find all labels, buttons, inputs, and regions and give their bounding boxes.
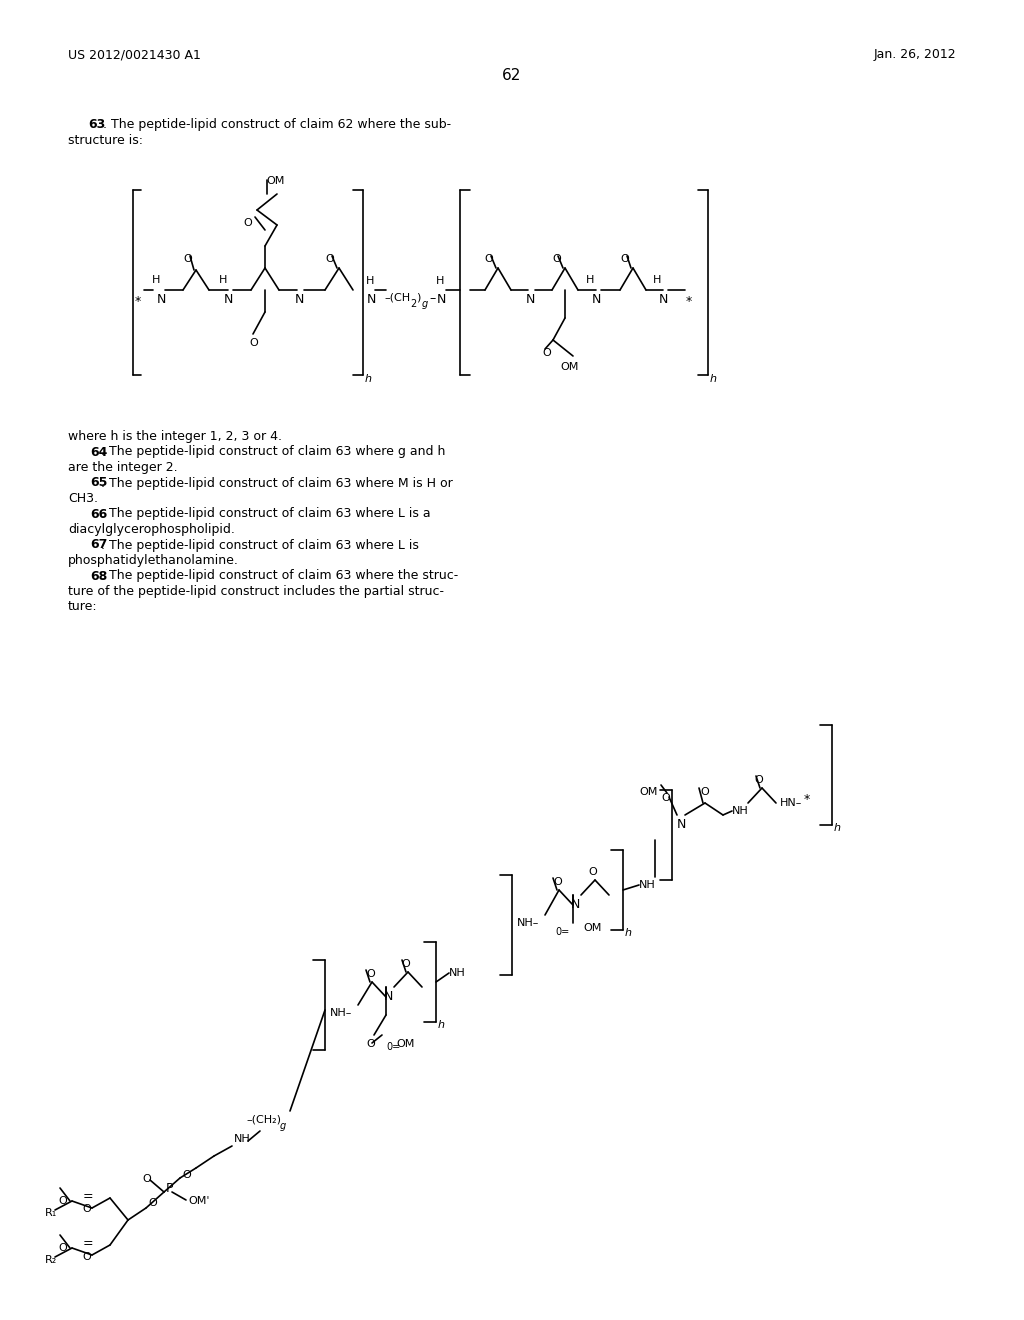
- Text: N: N: [592, 293, 601, 306]
- Text: O: O: [183, 253, 191, 264]
- Text: *: *: [135, 294, 141, 308]
- Text: US 2012/0021430 A1: US 2012/0021430 A1: [68, 48, 201, 61]
- Text: 0=: 0=: [555, 927, 569, 937]
- Text: N: N: [571, 898, 581, 911]
- Text: g: g: [422, 300, 428, 309]
- Text: –(CH: –(CH: [384, 293, 411, 304]
- Text: NH: NH: [234, 1134, 251, 1144]
- Text: O: O: [148, 1199, 157, 1208]
- Text: . The peptide-lipid construct of claim 63 where g and h: . The peptide-lipid construct of claim 6…: [101, 446, 445, 458]
- Text: 66: 66: [90, 507, 108, 520]
- Text: O: O: [366, 969, 375, 979]
- Text: N: N: [437, 293, 446, 306]
- Text: =: =: [83, 1191, 93, 1203]
- Text: O: O: [243, 218, 252, 228]
- Text: . The peptide-lipid construct of claim 63 where L is: . The peptide-lipid construct of claim 6…: [101, 539, 419, 552]
- Text: NH: NH: [732, 807, 749, 816]
- Text: N: N: [224, 293, 233, 306]
- Text: O: O: [82, 1204, 91, 1214]
- Text: P: P: [166, 1181, 173, 1195]
- Text: O: O: [142, 1173, 151, 1184]
- Text: 68: 68: [90, 569, 108, 582]
- Text: O: O: [588, 867, 597, 876]
- Text: O: O: [662, 793, 670, 803]
- Text: where h is the integer 1, 2, 3 or 4.: where h is the integer 1, 2, 3 or 4.: [68, 430, 282, 444]
- Text: OM: OM: [583, 923, 601, 933]
- Text: R₁: R₁: [45, 1208, 57, 1218]
- Text: 62: 62: [503, 69, 521, 83]
- Text: phosphatidylethanolamine.: phosphatidylethanolamine.: [68, 554, 239, 568]
- Text: O: O: [700, 787, 709, 797]
- Text: N: N: [295, 293, 304, 306]
- Text: O: O: [553, 876, 562, 887]
- Text: 2: 2: [410, 300, 416, 309]
- Text: NH: NH: [639, 880, 655, 890]
- Text: O: O: [484, 253, 493, 264]
- Text: ): ): [416, 293, 421, 304]
- Text: N: N: [367, 293, 377, 306]
- Text: H: H: [436, 276, 444, 286]
- Text: NH–: NH–: [330, 1008, 352, 1018]
- Text: h: h: [834, 822, 841, 833]
- Text: H: H: [586, 275, 594, 285]
- Text: HN–: HN–: [780, 799, 803, 808]
- Text: ture of the peptide-lipid construct includes the partial struc-: ture of the peptide-lipid construct incl…: [68, 585, 444, 598]
- Text: 65: 65: [90, 477, 108, 490]
- Text: OM: OM: [266, 176, 285, 186]
- Text: O: O: [366, 1039, 375, 1049]
- Text: H: H: [219, 275, 227, 285]
- Text: N: N: [677, 818, 686, 832]
- Text: O: O: [620, 253, 629, 264]
- Text: *: *: [686, 294, 692, 308]
- Text: . The peptide-lipid construct of claim 63 where the struc-: . The peptide-lipid construct of claim 6…: [101, 569, 459, 582]
- Text: O: O: [182, 1170, 190, 1180]
- Text: g: g: [280, 1121, 287, 1131]
- Text: O: O: [552, 253, 561, 264]
- Text: OM: OM: [560, 362, 579, 372]
- Text: structure is:: structure is:: [68, 135, 143, 147]
- Text: H: H: [366, 276, 375, 286]
- Text: –(CH₂): –(CH₂): [246, 1115, 281, 1125]
- Text: H: H: [152, 275, 161, 285]
- Text: N: N: [384, 990, 393, 1003]
- Text: h: h: [365, 374, 372, 384]
- Text: ture:: ture:: [68, 601, 97, 614]
- Text: . The peptide-lipid construct of claim 63 where M is H or: . The peptide-lipid construct of claim 6…: [101, 477, 453, 490]
- Text: NH–: NH–: [517, 917, 540, 928]
- Text: R₂: R₂: [45, 1255, 57, 1265]
- Text: O: O: [58, 1243, 67, 1253]
- Text: N: N: [157, 293, 166, 306]
- Text: OM': OM': [188, 1196, 210, 1206]
- Text: OM: OM: [639, 787, 657, 797]
- Text: O: O: [542, 348, 551, 358]
- Text: O: O: [249, 338, 258, 348]
- Text: 64: 64: [90, 446, 108, 458]
- Text: 63: 63: [88, 117, 105, 131]
- Text: O: O: [82, 1251, 91, 1262]
- Text: NH: NH: [449, 968, 466, 978]
- Text: 67: 67: [90, 539, 108, 552]
- Text: . The peptide-lipid construct of claim 63 where L is a: . The peptide-lipid construct of claim 6…: [101, 507, 431, 520]
- Text: O: O: [754, 775, 763, 785]
- Text: h: h: [710, 374, 717, 384]
- Text: are the integer 2.: are the integer 2.: [68, 461, 177, 474]
- Text: *: *: [804, 793, 810, 807]
- Text: O: O: [401, 960, 410, 969]
- Text: . The peptide-lipid construct of claim 62 where the sub-: . The peptide-lipid construct of claim 6…: [103, 117, 452, 131]
- Text: N: N: [526, 293, 536, 306]
- Text: =: =: [83, 1237, 93, 1250]
- Text: OM: OM: [396, 1039, 415, 1049]
- Text: diacylglycerophospholipid.: diacylglycerophospholipid.: [68, 523, 234, 536]
- Text: Jan. 26, 2012: Jan. 26, 2012: [873, 48, 956, 61]
- Text: 0=: 0=: [386, 1041, 400, 1052]
- Text: h: h: [438, 1020, 445, 1030]
- Text: –: –: [429, 292, 435, 305]
- Text: O: O: [325, 253, 334, 264]
- Text: H: H: [653, 275, 662, 285]
- Text: h: h: [625, 928, 632, 939]
- Text: CH3.: CH3.: [68, 492, 98, 506]
- Text: N: N: [659, 293, 669, 306]
- Text: O: O: [58, 1196, 67, 1206]
